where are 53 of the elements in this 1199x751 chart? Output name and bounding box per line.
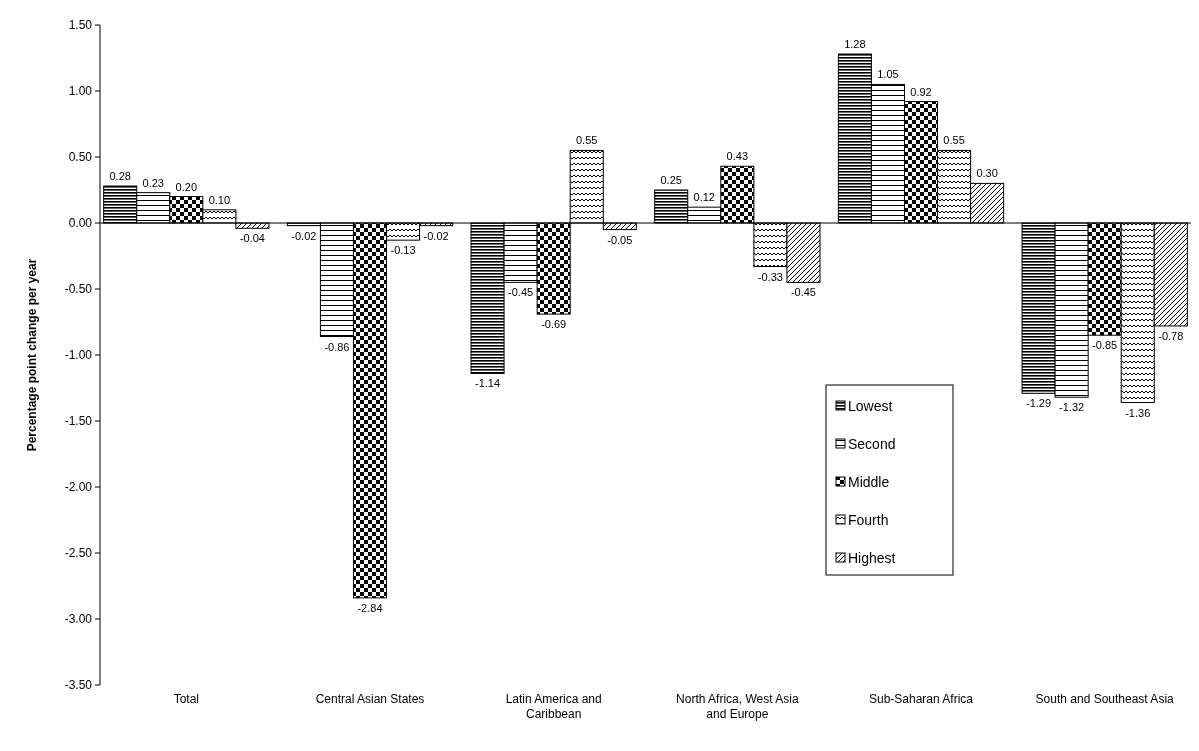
x-tick-label: North Africa, West Asia and Europe (676, 692, 799, 721)
legend-label: Middle (848, 473, 890, 490)
legend-label: Fourth (848, 511, 889, 528)
data-label: 0.10 (208, 193, 231, 206)
x-tick-label: Central Asian States (315, 692, 425, 706)
data-label: -0.78 (1158, 329, 1184, 342)
data-label: -2.84 (357, 601, 383, 614)
data-label: -0.02 (291, 229, 317, 242)
data-label: 0.12 (693, 191, 715, 204)
data-label: 0.43 (726, 150, 749, 163)
data-label: 0.28 (109, 170, 131, 183)
x-tick-label: Total (173, 692, 199, 706)
y-tick-label: -2.00 (64, 480, 93, 495)
data-label: -0.69 (541, 318, 567, 331)
y-tick-label: -3.00 (64, 612, 93, 627)
data-label: -0.02 (423, 229, 449, 242)
data-label: 0.23 (142, 176, 164, 189)
data-label: -0.05 (607, 233, 633, 246)
y-tick-label: -3.50 (64, 678, 93, 693)
y-tick-label: 0.00 (68, 216, 93, 231)
data-label: -0.86 (324, 340, 350, 353)
data-label: 0.92 (910, 85, 932, 98)
x-tick-label: Latin America and Caribbean (505, 692, 602, 721)
data-label: -1.32 (1059, 401, 1085, 414)
y-tick-label: 1.00 (68, 84, 93, 99)
data-label: 0.55 (576, 134, 598, 147)
legend-label: Lowest (848, 397, 893, 414)
data-label: -0.85 (1092, 339, 1118, 352)
data-label: -0.45 (790, 286, 816, 299)
data-label: 0.20 (175, 180, 198, 193)
data-label: -1.14 (475, 377, 501, 390)
y-tick-label: -0.50 (64, 282, 93, 297)
data-label: 1.05 (877, 68, 899, 81)
data-label: 1.28 (844, 38, 866, 51)
data-label: -0.45 (508, 286, 534, 299)
data-label: 0.30 (976, 167, 998, 180)
data-label: 0.25 (660, 174, 682, 186)
y-tick-label: 0.50 (68, 150, 93, 165)
x-tick-label: Sub-Saharan Africa (868, 692, 974, 706)
data-label: -0.33 (757, 270, 783, 283)
data-label: -1.36 (1125, 406, 1151, 419)
y-tick-label: -2.50 (64, 546, 93, 561)
data-label: -0.13 (390, 244, 416, 257)
y-tick-label: 1.50 (68, 18, 93, 33)
data-label: -1.29 (1026, 397, 1052, 410)
data-label: 0.55 (943, 134, 965, 147)
y-tick-label: -1.50 (64, 414, 93, 429)
x-tick-label: South and Southeast Asia (1035, 692, 1175, 706)
y-axis-title: Percentage point change per year (25, 258, 39, 452)
y-tick-label: -1.00 (64, 348, 93, 363)
legend-label: Second (848, 435, 896, 452)
legend-label: Highest (848, 549, 896, 566)
data-label: -0.04 (239, 232, 265, 245)
